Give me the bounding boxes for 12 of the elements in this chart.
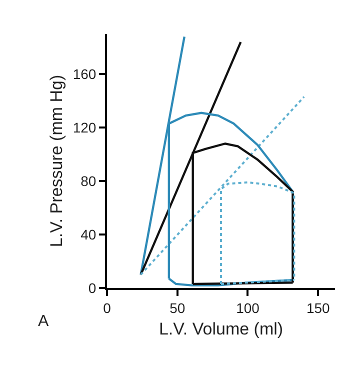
x-tick-label: 150 <box>306 300 330 316</box>
text: A <box>38 313 49 330</box>
y-tick-label: 0 <box>88 280 96 296</box>
y-tick-label: 120 <box>72 119 96 136</box>
y-tick-label: 40 <box>80 226 96 242</box>
x-tick-label: 100 <box>236 300 260 316</box>
x-tick-label: 0 <box>103 300 112 316</box>
y-tick-label: 80 <box>80 172 96 189</box>
x-tick-label: 50 <box>170 300 186 316</box>
x-axis-title: L.V. Volume (ml) <box>158 320 284 339</box>
y-axis-title: L.V. Pressure (mm Hg) <box>46 74 66 248</box>
y-tick-label: 160 <box>72 66 96 82</box>
